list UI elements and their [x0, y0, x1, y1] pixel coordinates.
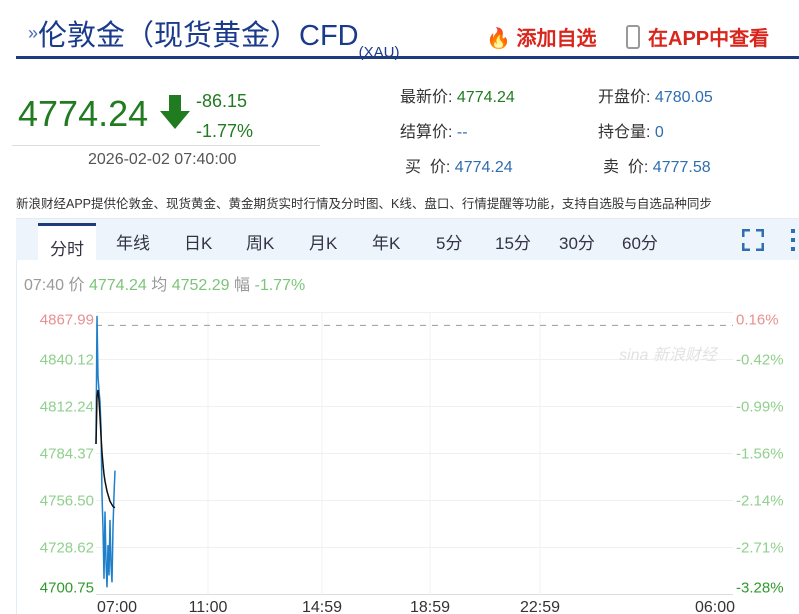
change-value: -86.15	[196, 91, 248, 111]
field-value: 4777.58	[652, 159, 711, 176]
price-line	[95, 315, 116, 588]
tab-60min[interactable]: 60分	[622, 234, 658, 253]
info-time: 07:40	[24, 277, 65, 294]
y-right-tick-label: 0.16%	[736, 312, 779, 329]
field-label: 卖 价:	[603, 159, 649, 176]
x-tick-label: 07:00	[97, 599, 137, 614]
x-tick-label: 22:59	[520, 599, 560, 614]
tab-yearly-k[interactable]: 年K	[372, 234, 401, 253]
x-tick-label: 14:59	[302, 599, 342, 614]
change-percent: -1.77%	[196, 121, 254, 141]
field-ask: 卖 价: 4777.58	[603, 153, 711, 177]
y-tick-label: 4700.75	[40, 580, 94, 597]
y-tick-label: 4756.50	[40, 493, 94, 510]
phone-icon	[626, 25, 640, 49]
field-value: 4774.24	[456, 89, 515, 106]
field-label: 开盘价:	[598, 89, 651, 106]
more-icon[interactable]	[789, 227, 797, 258]
y-right-tick-label: -1.56%	[736, 446, 784, 463]
y-right-tick-label: -0.42%	[736, 352, 784, 369]
y-right-tick-label: -2.14%	[736, 493, 784, 510]
crosshair-info: 07:40 价 4774.24 均 4752.29 幅 -1.77%	[24, 271, 305, 295]
tab-5min[interactable]: 5分	[436, 234, 463, 253]
info-label: 价	[68, 277, 85, 294]
field-value: --	[456, 124, 468, 141]
header-divider	[16, 56, 799, 59]
y-tick-label: 4812.24	[40, 399, 94, 416]
info-avg: 4752.29	[171, 277, 230, 294]
app-promo-note: 新浪财经APP提供伦敦金、现货黄金、黄金期货实时行情及分时图、K线、盘口、行情提…	[16, 197, 712, 211]
y-tick-label: 4784.37	[40, 446, 94, 463]
view-in-app-label: 在APP中查看	[648, 28, 770, 50]
y-right-tick-label: -3.28%	[736, 580, 784, 597]
add-watchlist-label: 添加自选	[516, 28, 597, 50]
sina-watermark: sina 新浪财经	[619, 346, 719, 364]
field-bid: 买 价: 4774.24	[405, 153, 513, 177]
y-tick-label: 4840.12	[40, 352, 94, 369]
chart-tabs: 分时 年线 日K 周K 月K 年K 5分 15分 30分 60分	[16, 218, 799, 261]
tab-fenshi[interactable]: 分时	[38, 223, 96, 261]
view-in-app-button[interactable]: 在APP中查看	[626, 22, 769, 51]
fire-icon: 🔥	[486, 28, 511, 50]
current-price: 4774.24	[18, 93, 149, 134]
quote-datetime: 2026-02-02 07:40:00	[88, 151, 237, 168]
tab-year-line[interactable]: 年线	[116, 234, 150, 253]
x-tick-label: 18:59	[410, 599, 450, 614]
info-label: 均	[151, 277, 168, 294]
field-open-interest: 持仓量: 0	[598, 118, 664, 142]
field-label: 买 价:	[405, 159, 451, 176]
tab-monthly-k[interactable]: 月K	[309, 234, 338, 253]
price-change: -86.15 -1.77%	[196, 86, 253, 146]
tab-daily-k[interactable]: 日K	[184, 234, 213, 253]
intraday-chart: 4867.99 0.16% 4840.12 -0.42% 4812.24 -0.99% 47…	[40, 312, 784, 614]
double-chevron-icon: »	[28, 23, 39, 43]
title-text: 伦敦金（现货黄金）CFD	[38, 20, 359, 52]
field-open: 开盘价: 4780.05	[598, 83, 713, 107]
field-latest: 最新价: 4774.24	[400, 83, 515, 107]
add-watchlist-button[interactable]: 🔥 添加自选	[486, 22, 596, 51]
x-tick-label: 06:00	[695, 599, 735, 614]
info-amp: -1.77%	[254, 277, 306, 294]
arrow-down-icon	[160, 95, 190, 129]
field-settle: 结算价: --	[400, 118, 468, 142]
field-label: 最新价:	[400, 89, 453, 106]
average-line	[95, 389, 116, 509]
panel-border	[16, 260, 17, 614]
tab-weekly-k[interactable]: 周K	[246, 234, 275, 253]
field-value: 0	[654, 124, 664, 141]
y-tick-label: 4728.62	[40, 540, 94, 557]
tab-15min[interactable]: 15分	[495, 234, 531, 253]
info-price: 4774.24	[88, 277, 147, 294]
x-tick-label: 11:00	[189, 599, 228, 614]
fullscreen-icon[interactable]	[741, 228, 765, 256]
divider	[12, 145, 320, 146]
page-title: »伦敦金（现货黄金）CFD(XAU)	[28, 12, 399, 61]
tab-30min[interactable]: 30分	[559, 234, 595, 253]
field-label: 结算价:	[400, 124, 453, 141]
field-label: 持仓量:	[598, 124, 651, 141]
field-value: 4780.05	[654, 89, 713, 106]
info-label: 幅	[234, 277, 251, 294]
y-right-tick-label: -0.99%	[736, 399, 784, 416]
field-value: 4774.24	[454, 159, 513, 176]
y-tick-label: 4867.99	[40, 312, 94, 329]
y-right-tick-label: -2.71%	[736, 540, 784, 557]
